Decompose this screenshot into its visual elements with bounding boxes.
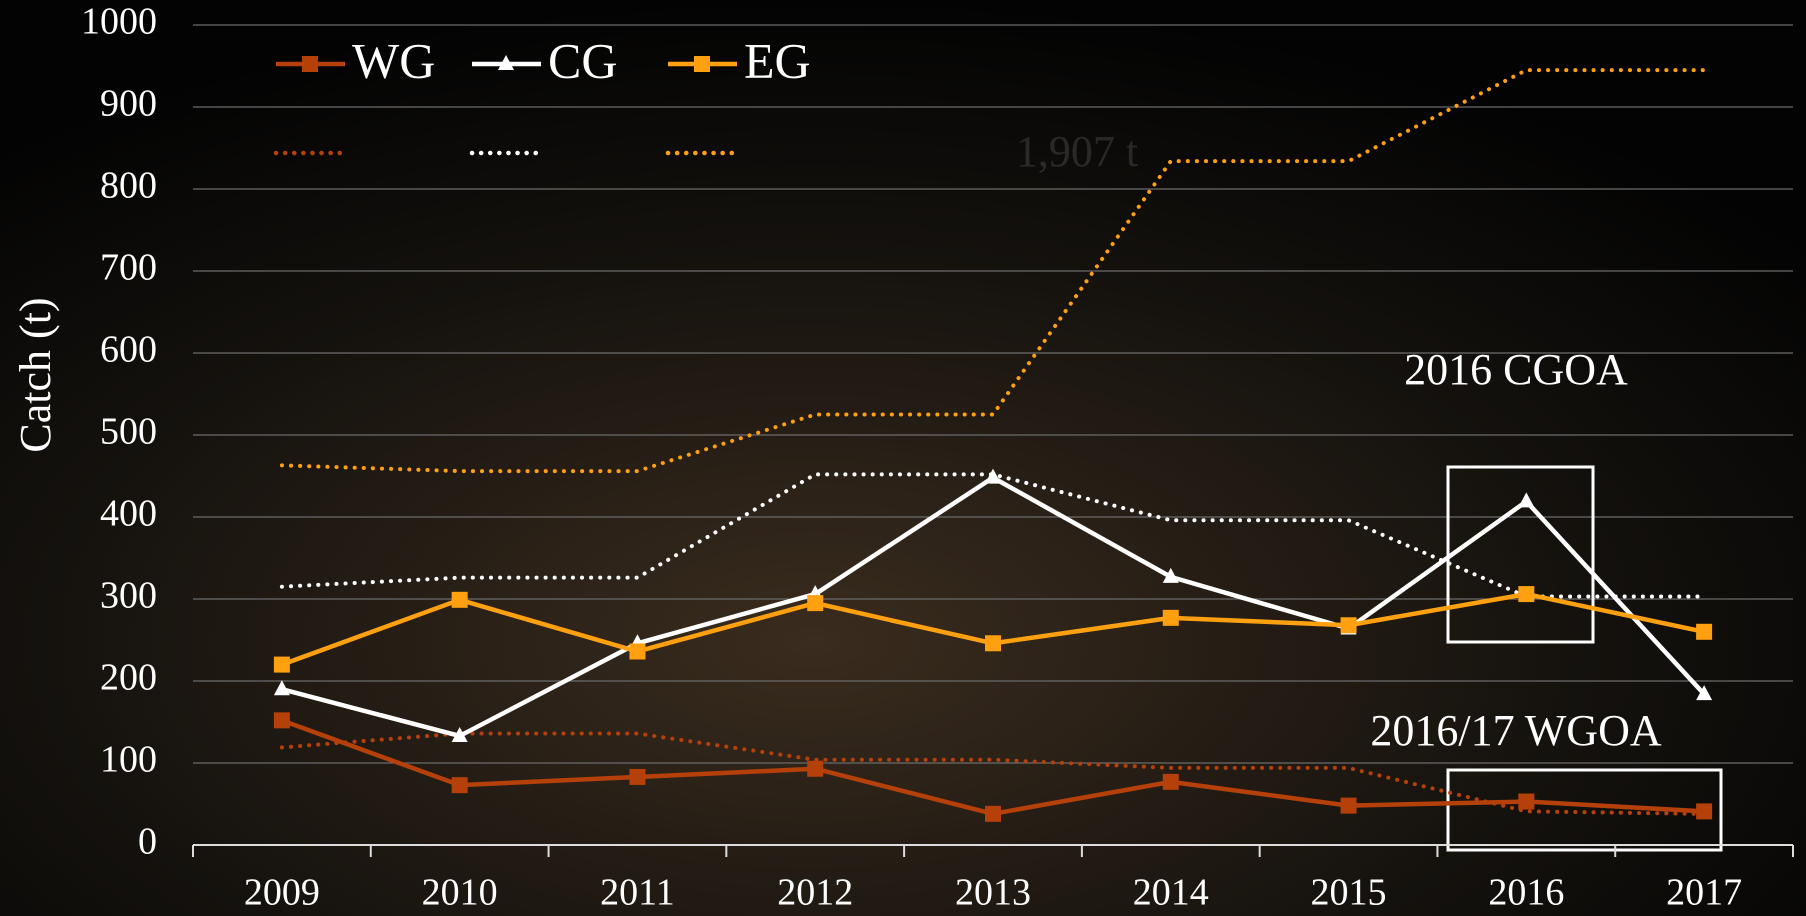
marker [1518, 793, 1535, 810]
marker [1340, 797, 1357, 814]
y-tick-label: 300 [100, 575, 157, 617]
y-tick-label: 1000 [81, 1, 157, 43]
y-axis-title: Catch (t) [11, 297, 60, 452]
marker [1162, 773, 1179, 790]
highlight-box [1446, 465, 1595, 644]
marker [451, 777, 468, 794]
x-tick-label: 2014 [1133, 872, 1209, 914]
x-tick-label: 2016 [1488, 872, 1564, 914]
x-tick-label: 2012 [777, 872, 853, 914]
x-tick-label: 2017 [1666, 872, 1742, 914]
x-tick-label: 2015 [1311, 872, 1387, 914]
marker [451, 726, 468, 742]
x-tick-label: 2013 [955, 872, 1031, 914]
reference-line [279, 731, 1707, 816]
marker [1518, 492, 1535, 508]
x-tick-label: 2011 [600, 872, 675, 914]
marker [985, 635, 1001, 652]
y-tick-label: 800 [100, 165, 157, 207]
marker [302, 56, 318, 72]
y-tick-label: 500 [100, 411, 157, 453]
annotation: 2016/17 WGOA [1370, 706, 1662, 755]
grid [193, 24, 1793, 846]
x-tick-label: 2010 [422, 872, 498, 914]
marker [694, 56, 710, 72]
marker [1696, 803, 1713, 820]
marker [1162, 609, 1179, 626]
marker [985, 468, 1001, 484]
marker [273, 680, 290, 696]
annotation: 1,907 t [1016, 127, 1138, 176]
marker [807, 760, 824, 777]
marker [807, 595, 824, 612]
highlight-box [1446, 768, 1723, 852]
marker [985, 805, 1001, 822]
legend-label: CG [548, 32, 617, 88]
marker [1696, 685, 1713, 701]
marker [1696, 623, 1713, 640]
y-tick-label: 900 [100, 83, 157, 125]
marker [629, 768, 646, 785]
y-tick-label: 100 [100, 739, 157, 781]
y-tick-label: 200 [100, 657, 157, 699]
marker [498, 55, 514, 70]
marker [1340, 617, 1357, 634]
marker [451, 591, 468, 608]
legend-label: EG [744, 32, 811, 88]
marker [629, 643, 646, 660]
marker [273, 712, 290, 729]
reference-line [279, 68, 1707, 474]
legend-label: WG [352, 32, 435, 88]
marker [273, 656, 290, 673]
y-tick-label: 0 [138, 821, 157, 863]
y-tick-label: 400 [100, 493, 157, 535]
x-tick-label: 2009 [244, 872, 320, 914]
y-tick-label: 600 [100, 329, 157, 371]
annotation: 2016 CGOA [1404, 345, 1628, 394]
marker [1518, 586, 1535, 603]
y-tick-label: 700 [100, 247, 157, 289]
marker [1162, 567, 1179, 583]
